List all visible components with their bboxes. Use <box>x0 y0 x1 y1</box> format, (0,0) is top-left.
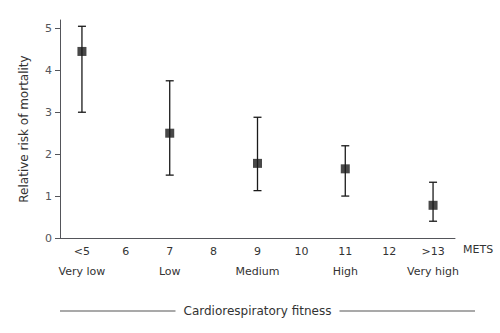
svg-text:11: 11 <box>338 245 352 258</box>
svg-text:3: 3 <box>45 106 52 119</box>
svg-text:2: 2 <box>45 148 52 161</box>
svg-text:High: High <box>333 265 358 278</box>
svg-text:12: 12 <box>382 245 396 258</box>
svg-text:Relative risk of mortality: Relative risk of mortality <box>17 55 31 202</box>
svg-text:8: 8 <box>210 245 217 258</box>
svg-text:9: 9 <box>254 245 261 258</box>
svg-text:Very high: Very high <box>407 265 459 278</box>
svg-text:Cardiorespiratory fitness: Cardiorespiratory fitness <box>184 304 332 318</box>
svg-text:4: 4 <box>45 64 52 77</box>
svg-text:Medium: Medium <box>236 265 280 278</box>
svg-text:5: 5 <box>45 22 52 35</box>
svg-text:>13: >13 <box>421 245 444 258</box>
svg-text:7: 7 <box>166 245 173 258</box>
svg-text:6: 6 <box>122 245 129 258</box>
svg-text:METS: METS <box>463 243 493 256</box>
svg-text:<5: <5 <box>74 245 90 258</box>
svg-text:Low: Low <box>159 265 181 278</box>
svg-text:1: 1 <box>45 190 52 203</box>
svg-text:10: 10 <box>294 245 308 258</box>
svg-text:0: 0 <box>45 232 52 245</box>
svg-text:Very low: Very low <box>59 265 106 278</box>
